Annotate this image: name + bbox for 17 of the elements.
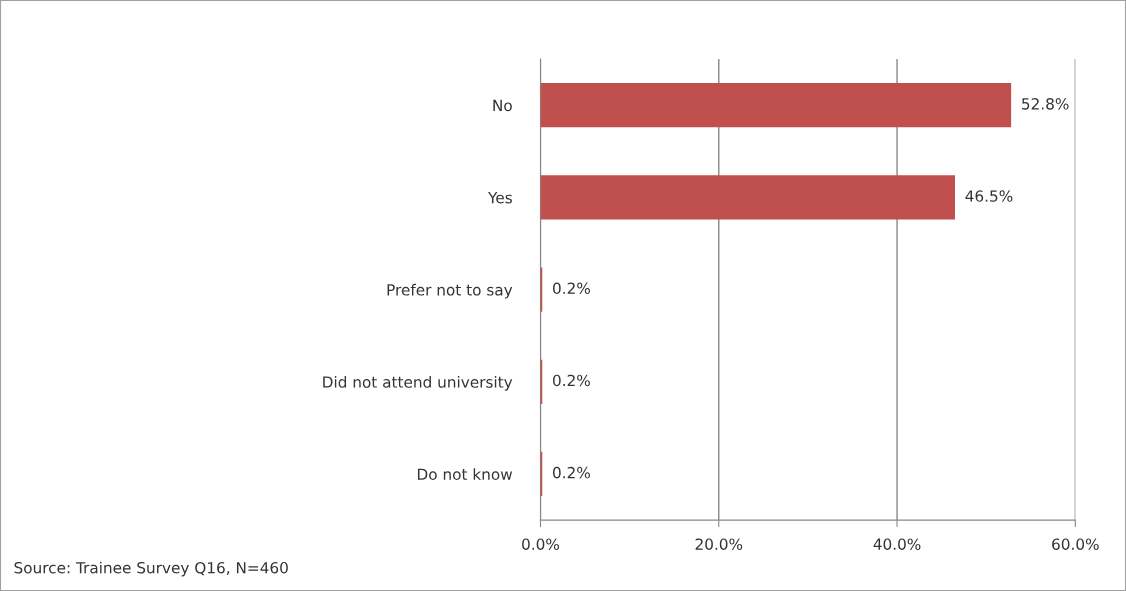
data-label: 46.5%: [965, 190, 1013, 202]
data-label: 52.8%: [1022, 98, 1069, 110]
bar: [540, 83, 1012, 128]
data-label: 0.2%: [552, 466, 590, 479]
y-tick-label: No: [493, 99, 512, 112]
x-tick-label: 0.0%: [522, 538, 560, 550]
x-tick-label: 60.0%: [1052, 538, 1099, 550]
x-tick-label: 40.0%: [873, 538, 921, 550]
y-tick-label: Prefer not to say: [387, 283, 513, 299]
data-label: 0.2%: [552, 282, 590, 295]
x-tick-label: 20.0%: [695, 538, 743, 550]
source-note: Source: Trainee Survey Q16, N=460: [14, 561, 288, 577]
data-label: 0.2%: [552, 374, 590, 387]
y-tick-label: Yes: [488, 192, 512, 204]
y-tick-label: Did not attend university: [323, 375, 513, 391]
bar: [540, 175, 955, 220]
y-tick-label: Do not know: [417, 468, 513, 480]
